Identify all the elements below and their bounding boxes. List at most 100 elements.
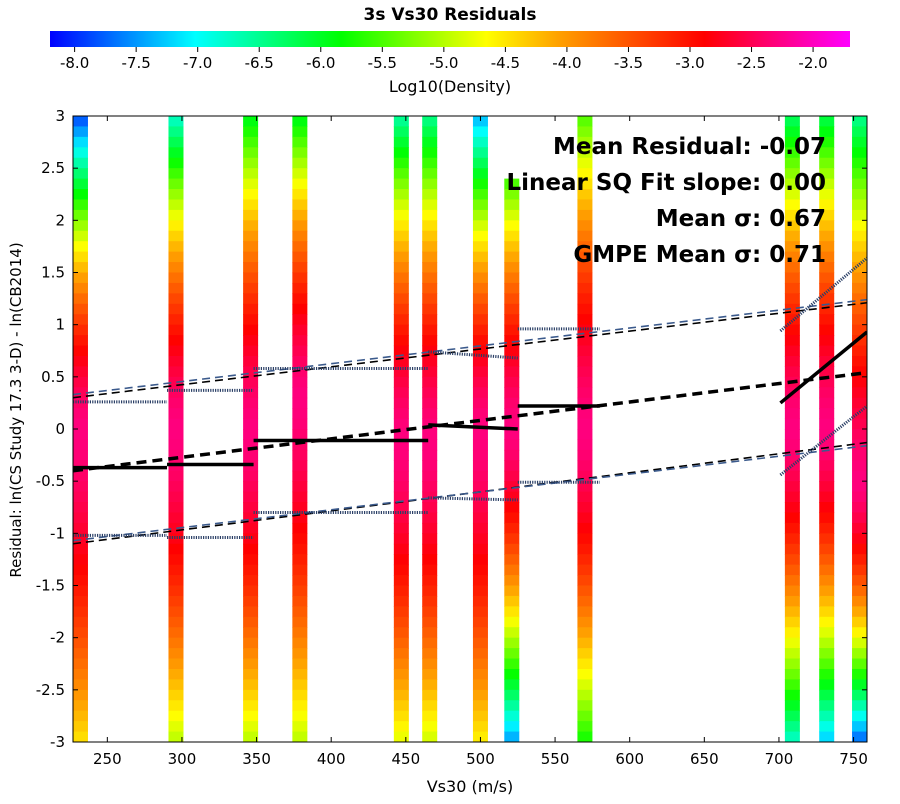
- density-cell: [577, 418, 593, 430]
- density-cell: [504, 324, 520, 336]
- density-cell: [577, 324, 593, 336]
- density-cell: [819, 710, 835, 722]
- density-cell: [784, 658, 800, 670]
- density-cell: [819, 189, 835, 201]
- density-cell: [472, 679, 488, 691]
- density-cell: [243, 355, 259, 367]
- density-cell: [852, 481, 867, 493]
- density-cell: [852, 595, 867, 607]
- colorbar-label: Log10(Density): [389, 77, 511, 96]
- density-cell: [784, 689, 800, 701]
- density-cell: [577, 522, 593, 534]
- density-cell: [422, 731, 438, 742]
- density-cell: [393, 303, 409, 315]
- density-cell: [393, 627, 409, 639]
- density-cell: [852, 721, 867, 733]
- density-cell: [784, 470, 800, 482]
- density-cell: [784, 606, 800, 618]
- colorbar-tick-label: -7.5: [122, 54, 151, 72]
- density-cell: [472, 282, 488, 294]
- density-cell: [784, 397, 800, 409]
- density-cell: [243, 481, 259, 493]
- density-cell: [784, 335, 800, 347]
- density-cell: [577, 679, 593, 691]
- density-cell: [292, 710, 308, 722]
- density-cell: [504, 272, 520, 284]
- density-cell: [577, 387, 593, 399]
- colorbar-tick-label: -8.0: [60, 54, 89, 72]
- density-cell: [504, 449, 520, 461]
- density-cell: [504, 439, 520, 451]
- density-cell: [292, 616, 308, 628]
- density-cell: [819, 262, 835, 274]
- density-cell: [784, 502, 800, 514]
- x-axis-label: Vs30 (m/s): [427, 777, 514, 796]
- density-cell: [577, 637, 593, 649]
- density-cell: [784, 731, 800, 742]
- density-cell: [504, 293, 520, 305]
- density-cell: [243, 251, 259, 263]
- density-cell: [577, 470, 593, 482]
- density-cell: [577, 658, 593, 670]
- density-cell: [168, 408, 184, 420]
- density-cell: [168, 700, 184, 712]
- density-cell: [472, 710, 488, 722]
- density-cell: [73, 429, 88, 441]
- density-cell: [292, 648, 308, 660]
- density-cell: [243, 543, 259, 555]
- density-cell: [819, 136, 835, 148]
- density-cell: [504, 710, 520, 722]
- density-cell: [577, 157, 593, 169]
- density-cell: [243, 585, 259, 597]
- density-cell: [292, 606, 308, 618]
- density-cell: [504, 429, 520, 441]
- y-axis-ticks: 3 2.5 2 1.5 1 0.5 0 -0.5 -1 -1.5 -2 -2.5 -3: [36, 107, 867, 751]
- density-cell: [784, 627, 800, 639]
- density-cell: [852, 533, 867, 545]
- density-cell: [819, 303, 835, 315]
- density-cell: [73, 355, 88, 367]
- density-cell: [784, 533, 800, 545]
- density-cell: [422, 512, 438, 524]
- density-cell: [819, 658, 835, 670]
- density-cell: [472, 136, 488, 148]
- density-column: [243, 116, 259, 742]
- density-cell: [422, 178, 438, 190]
- density-cell: [73, 679, 88, 691]
- series-linear-fit: [73, 370, 867, 473]
- density-cell: [393, 397, 409, 409]
- density-cell: [168, 533, 184, 545]
- density-column: [819, 116, 835, 742]
- density-cell: [243, 648, 259, 660]
- density-cell: [393, 460, 409, 472]
- density-cell: [168, 168, 184, 180]
- density-cell: [73, 627, 88, 639]
- density-cell: [784, 324, 800, 336]
- density-cell: [784, 303, 800, 315]
- density-cell: [422, 209, 438, 221]
- density-cell: [504, 689, 520, 701]
- density-cell: [784, 449, 800, 461]
- density-cell: [577, 731, 593, 742]
- density-cell: [577, 585, 593, 597]
- density-cell: [243, 731, 259, 742]
- density-cell: [577, 491, 593, 503]
- density-cell: [472, 648, 488, 660]
- x-tick-label: 550: [541, 750, 570, 768]
- density-cell: [852, 324, 867, 336]
- density-cell: [292, 376, 308, 388]
- density-cell: [393, 522, 409, 534]
- density-cell: [504, 314, 520, 326]
- density-cell: [422, 585, 438, 597]
- density-cell: [73, 564, 88, 576]
- density-cell: [819, 230, 835, 242]
- x-tick-label: 400: [317, 750, 346, 768]
- colorbar-tick-label: -6.5: [245, 54, 274, 72]
- density-cell: [292, 408, 308, 420]
- density-cell: [243, 220, 259, 232]
- density-cell: [819, 564, 835, 576]
- density-cell: [819, 721, 835, 733]
- density-cell: [243, 168, 259, 180]
- density-cell: [393, 491, 409, 503]
